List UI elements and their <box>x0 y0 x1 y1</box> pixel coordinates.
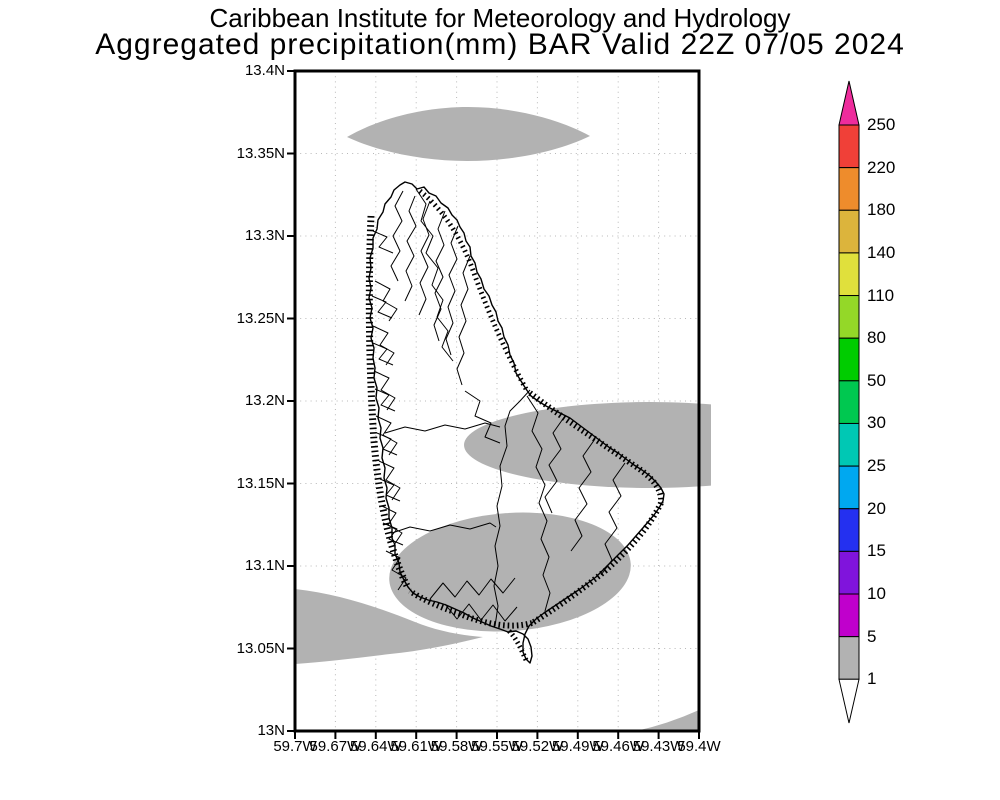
shade-region-north <box>347 107 590 161</box>
watershed-boundary <box>429 577 516 600</box>
shade-region-corner <box>636 710 699 731</box>
watershed-boundary <box>526 395 551 612</box>
colorbar-level-label: 110 <box>867 285 895 305</box>
watershed-boundary <box>374 388 396 412</box>
watershed-boundary <box>376 432 398 456</box>
lat-tick-label: 13.3N <box>244 227 285 244</box>
lat-tick-label: 13.2N <box>244 392 285 409</box>
colorbar-segment <box>838 209 860 254</box>
colorbar-segment <box>838 550 860 595</box>
colorbar <box>838 80 860 724</box>
watershed-boundary <box>371 295 393 319</box>
watershed-boundary <box>378 460 401 501</box>
watershed-boundary <box>379 478 401 502</box>
colorbar-segment <box>838 593 860 638</box>
colorbar-level-label: 50 <box>867 370 886 390</box>
lat-tick-label: 13.05N <box>236 639 285 657</box>
watershed-boundary <box>372 325 395 366</box>
watershed-boundary <box>382 522 404 546</box>
colorbar-segment <box>838 124 860 169</box>
colorbar-segment <box>838 167 860 211</box>
lon-tick-label: 59.4W <box>677 738 721 755</box>
colorbar-segment <box>838 508 860 552</box>
watershed-boundary <box>415 188 454 362</box>
watershed-boundary <box>544 415 566 514</box>
colorbar-level-label: 250 <box>867 115 896 134</box>
shade-region-central <box>389 512 631 632</box>
colorbar-level-label: 180 <box>867 200 896 220</box>
lat-tick-label: 13.35N <box>236 144 285 162</box>
lon-tick-label: 59.55W <box>471 738 523 755</box>
watershed-boundary <box>390 190 404 282</box>
lon-tick-label: 59.7W <box>273 738 317 755</box>
watershed-boundary <box>600 462 626 576</box>
lon-tick-label: 59.67W <box>309 738 362 755</box>
lat-tick-label: 13.4N <box>244 62 285 79</box>
colorbar-level-label: 140 <box>867 242 896 262</box>
lon-tick-label: 59.64W <box>349 738 402 755</box>
lon-tick-label: 59.49W <box>551 738 604 755</box>
lon-tick-label: 59.52W <box>511 738 564 755</box>
watershed-boundary <box>570 438 596 552</box>
watershed-boundary <box>373 370 396 411</box>
shade-region-southwest-band <box>295 589 483 664</box>
colorbar-level-label: 25 <box>867 456 886 476</box>
colorbar-segment <box>838 295 860 339</box>
barbados-watersheds <box>365 181 665 664</box>
colorbar-level-label: 1 <box>867 669 877 689</box>
lat-tick-label: 13.25N <box>236 309 285 327</box>
lon-tick-label: 59.46W <box>592 738 645 755</box>
colorbar-segment <box>838 422 860 467</box>
lat-tick-label: 13N <box>257 722 285 739</box>
watershed-boundary <box>433 210 446 342</box>
colorbar-level-label: 80 <box>867 328 886 348</box>
coast-hatching-west <box>365 215 411 588</box>
lon-tick-label: 59.58W <box>430 738 483 755</box>
watershed-boundary <box>372 342 394 366</box>
barbados-coastline <box>368 181 665 664</box>
watershed-boundary <box>418 200 431 316</box>
watershed-boundary <box>464 390 501 444</box>
colorbar-level-label: 20 <box>867 498 886 518</box>
coast-hatching-south <box>408 588 533 629</box>
coast-hatching-southeast <box>530 501 664 626</box>
watershed-boundary <box>391 522 497 534</box>
colorbar-segment <box>838 636 860 680</box>
lat-tick-label: 13.1N <box>244 557 285 574</box>
grid-lines <box>295 71 699 731</box>
watershed-boundary <box>375 415 398 456</box>
colorbar-level-label: 5 <box>867 626 877 646</box>
colorbar-arrow-top <box>838 80 860 126</box>
watershed-boundary <box>445 225 459 356</box>
colorbar-segment <box>838 465 860 510</box>
colorbar-level-label: 220 <box>867 157 896 177</box>
colorbar-arrow-bottom <box>838 678 860 724</box>
title-institute: Caribbean Institute for Meteorology and … <box>209 3 791 33</box>
watershed-boundary <box>384 422 501 434</box>
watershed-boundary <box>372 230 394 254</box>
lon-tick-label: 59.43W <box>632 738 685 755</box>
lat-tick-label: 13.15N <box>236 474 285 492</box>
colorbar-level-label: 10 <box>867 584 886 604</box>
lon-tick-label: 59.61W <box>390 738 443 755</box>
watershed-boundary <box>404 195 417 302</box>
precip-shade-regions <box>295 107 711 731</box>
axis-ticks <box>287 70 700 739</box>
coast-hatching-northeast <box>418 189 529 391</box>
colorbar-level-label: 15 <box>867 541 886 561</box>
map-plot <box>287 69 711 739</box>
watershed-boundary <box>456 255 471 386</box>
colorbar-level-label: 30 <box>867 413 886 433</box>
colorbar-segment <box>838 337 860 382</box>
watershed-boundary <box>444 603 518 622</box>
colorbar-segment <box>838 380 860 424</box>
title-product: Aggregated precipitation(mm) BAR Valid 2… <box>95 28 905 61</box>
shade-region-east <box>464 402 711 488</box>
colorbar-segment <box>838 252 860 297</box>
